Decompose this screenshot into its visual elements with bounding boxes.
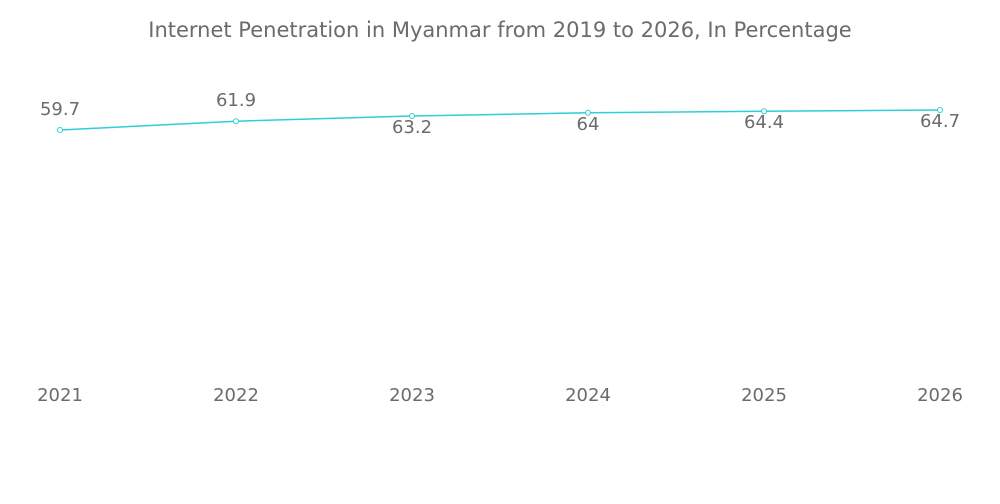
- value-label: 64.4: [744, 112, 784, 133]
- x-tick-label: 2021: [37, 385, 83, 406]
- x-tick-label: 2022: [213, 385, 259, 406]
- chart-title: Internet Penetration in Myanmar from 201…: [148, 18, 851, 42]
- point: [937, 107, 943, 113]
- x-tick-label: 2024: [565, 385, 611, 406]
- point: [233, 118, 239, 125]
- x-tick-label: 2025: [741, 385, 787, 406]
- line: [59, 109, 941, 131]
- value-label: 64: [577, 114, 600, 135]
- point: [409, 113, 415, 120]
- value-label: 64.7: [920, 111, 960, 132]
- point: [57, 127, 63, 134]
- value-label: 63.2: [392, 117, 432, 138]
- point: [761, 108, 767, 115]
- point: [585, 109, 591, 116]
- x-tick-label: 2026: [917, 385, 963, 406]
- value-label: 61.9: [216, 90, 256, 111]
- value-label: 59.7: [40, 99, 80, 120]
- x-tick-label: 2023: [389, 385, 435, 406]
